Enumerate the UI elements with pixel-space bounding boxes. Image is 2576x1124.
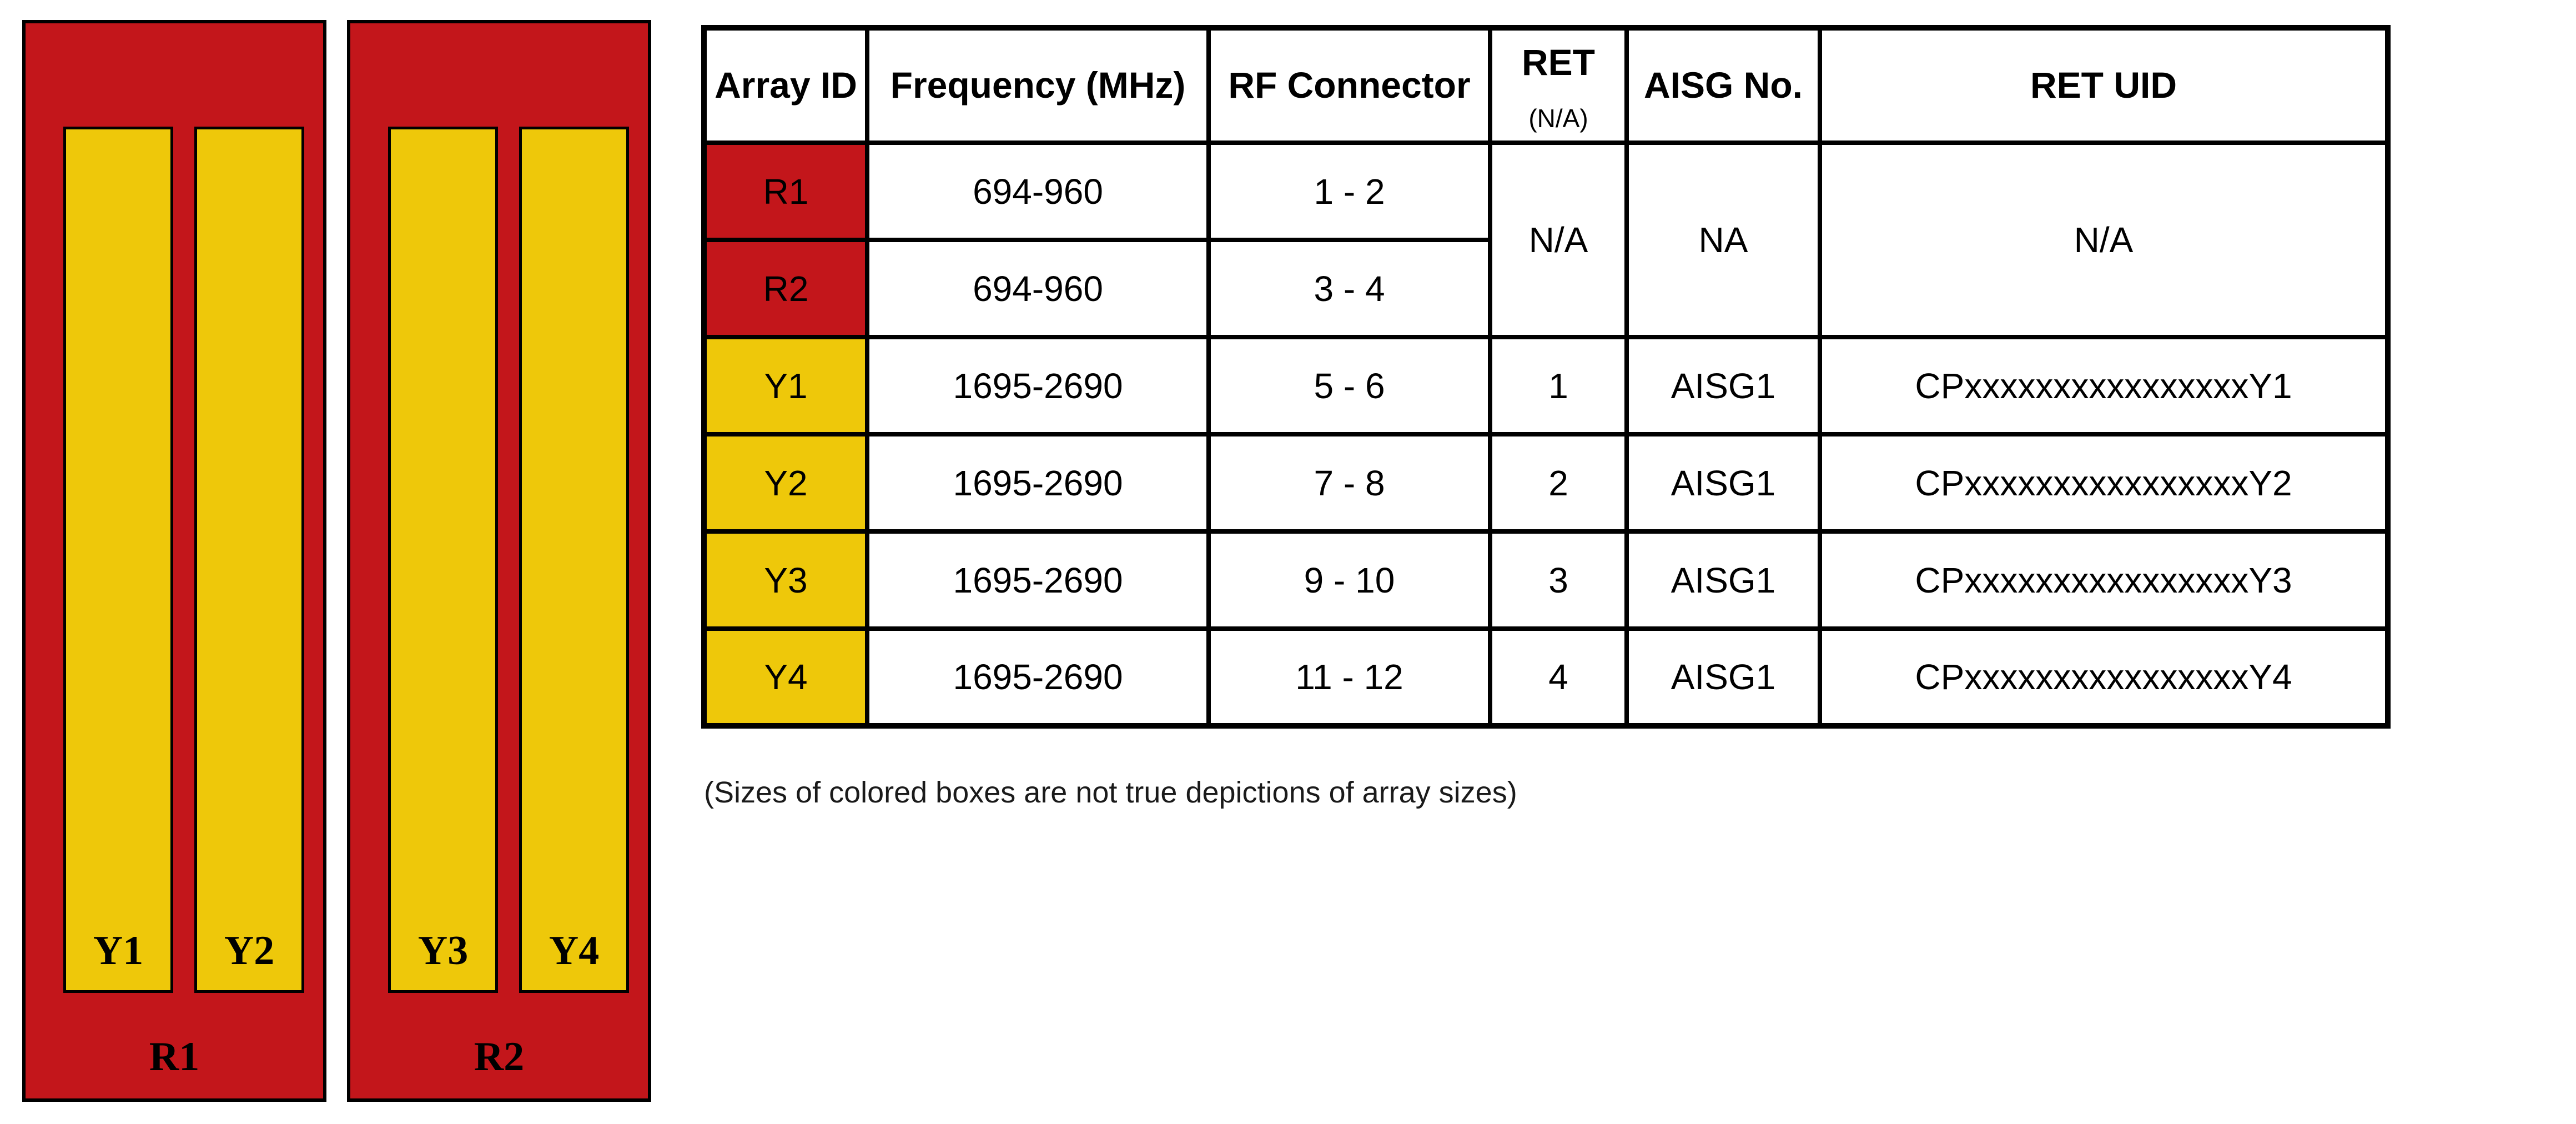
header-aisg-no: AISG No.: [1624, 26, 1822, 145]
header-ret-uid: RET UID: [1818, 26, 2390, 145]
cell-aisg-merged: NA: [1624, 140, 1822, 339]
cell-aisg: AISG1: [1624, 529, 1822, 631]
header-ret-subtitle: (N/A): [1528, 103, 1588, 133]
cell-ret-uid: CPxxxxxxxxxxxxxxxxY3: [1818, 529, 2390, 631]
header-array-id: Array ID: [702, 26, 869, 145]
cell-aisg: AISG1: [1624, 432, 1822, 534]
cell-frequency: 1695-2690: [865, 626, 1211, 728]
cell-rf-connector: 3 - 4: [1206, 238, 1492, 339]
header-ret: RET (N/A): [1488, 26, 1629, 145]
cell-aisg: AISG1: [1624, 626, 1822, 728]
table-header-row: Array ID Frequency (MHz) RF Connector RE…: [702, 26, 2390, 145]
panel-label: R2: [474, 1034, 525, 1080]
array-box-label: Y1: [93, 928, 144, 974]
cell-ret-merged: N/A: [1488, 140, 1629, 339]
header-rf-connector: RF Connector: [1206, 26, 1492, 145]
array-box-label: Y3: [417, 928, 469, 974]
array-box-label: Y2: [224, 928, 275, 974]
cell-array-id: R1: [702, 140, 869, 242]
cell-array-id: Y1: [702, 335, 869, 436]
cell-ret: 1: [1488, 335, 1629, 436]
array-spec-table: Array ID Frequency (MHz) RF Connector RE…: [701, 25, 2391, 729]
table-row-y2: Y2 1695-2690 7 - 8 2 AISG1 CPxxxxxxxxxxx…: [702, 432, 2390, 534]
array-box-y1: Y1: [63, 127, 173, 993]
array-panel-r2: Y3 Y4 R2: [347, 20, 651, 1102]
cell-rf-connector: 11 - 12: [1206, 626, 1492, 728]
cell-array-id: R2: [702, 238, 869, 339]
cell-ret-uid: CPxxxxxxxxxxxxxxxxY4: [1818, 626, 2390, 728]
cell-rf-connector: 5 - 6: [1206, 335, 1492, 436]
header-frequency: Frequency (MHz): [865, 26, 1211, 145]
panel-label: R1: [149, 1034, 200, 1080]
cell-array-id: Y2: [702, 432, 869, 534]
cell-ret-uid: CPxxxxxxxxxxxxxxxxY2: [1818, 432, 2390, 534]
table-row-y1: Y1 1695-2690 5 - 6 1 AISG1 CPxxxxxxxxxxx…: [702, 335, 2390, 436]
cell-frequency: 1695-2690: [865, 335, 1211, 436]
cell-ret: 4: [1488, 626, 1629, 728]
array-box-y3: Y3: [388, 127, 498, 993]
cell-rf-connector: 1 - 2: [1206, 140, 1492, 242]
table-row-r1: R1 694-960 1 - 2 N/A NA N/A: [702, 140, 2390, 339]
array-panel-r1: Y1 Y2 R1: [22, 20, 326, 1102]
cell-aisg: AISG1: [1624, 335, 1822, 436]
table-row-r2: R2 694-960 3 - 4: [702, 238, 2388, 339]
array-box-y4: Y4: [519, 127, 629, 993]
cell-frequency: 694-960: [865, 140, 1211, 242]
cell-ret: 2: [1488, 432, 1629, 534]
array-box-label: Y4: [549, 928, 600, 974]
cell-frequency: 1695-2690: [865, 432, 1211, 534]
size-disclaimer-caption: (Sizes of colored boxes are not true dep…: [704, 776, 1517, 809]
cell-ret-uid: CPxxxxxxxxxxxxxxxxY1: [1818, 335, 2390, 436]
cell-rf-connector: 7 - 8: [1206, 432, 1492, 534]
array-box-y2: Y2: [194, 127, 304, 993]
table-row-y3: Y3 1695-2690 9 - 10 3 AISG1 CPxxxxxxxxxx…: [702, 529, 2390, 631]
cell-frequency: 694-960: [865, 238, 1211, 339]
header-ret-title: RET: [1522, 41, 1595, 83]
cell-ret: 3: [1488, 529, 1629, 631]
cell-ret-uid-merged: N/A: [1818, 140, 2390, 339]
cell-array-id: Y3: [702, 529, 869, 631]
cell-frequency: 1695-2690: [865, 529, 1211, 631]
cell-rf-connector: 9 - 10: [1206, 529, 1492, 631]
cell-array-id: Y4: [702, 626, 869, 728]
table-row-y4: Y4 1695-2690 11 - 12 4 AISG1 CPxxxxxxxxx…: [702, 626, 2390, 728]
